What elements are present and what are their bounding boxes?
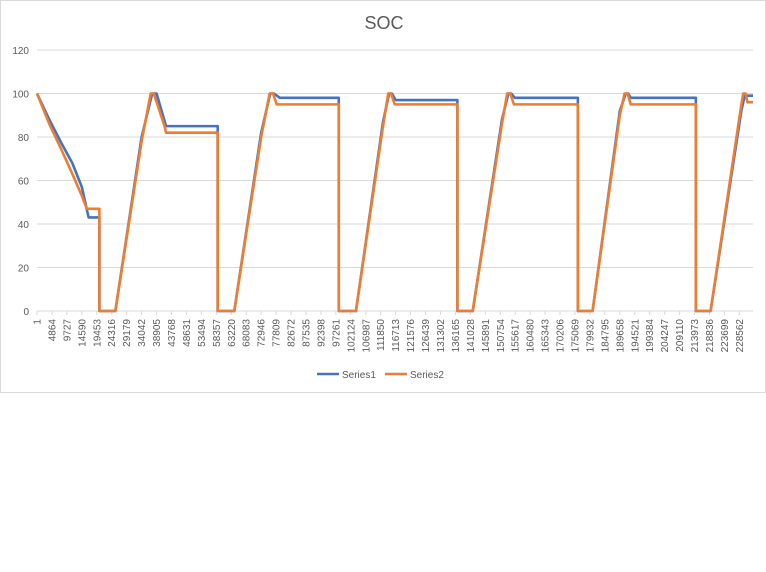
chart-frame: SOC 0 20 40 60 80 100 120 1 4864 9727 14590 19453 2… (0, 0, 766, 393)
x-tick-label: 204247 (660, 319, 671, 353)
x-tick-label: 111850 (376, 319, 387, 351)
x-tick-label: 175069 (570, 319, 581, 353)
chart-title: SOC (364, 13, 403, 33)
x-tick-label: 29179 (122, 319, 133, 347)
x-tick-label: 155617 (511, 319, 522, 353)
legend-label-series2: Series2 (410, 370, 444, 381)
x-tick-label: 189658 (615, 319, 626, 353)
x-tick-label: 38905 (152, 319, 163, 347)
x-tick-label: 131302 (436, 319, 447, 353)
x-tick-label: 97261 (331, 319, 342, 347)
x-tick-label: 4864 (47, 319, 58, 342)
x-tick-label: 126439 (421, 319, 432, 353)
y-tick-label: 0 (23, 307, 29, 318)
x-tick-label: 48631 (182, 319, 193, 347)
x-tick-label: 92398 (316, 319, 327, 347)
soc-line-chart: SOC 0 20 40 60 80 100 120 1 4864 9727 14590 19453 2… (12, 13, 753, 381)
x-tick-label: 165343 (541, 319, 552, 353)
x-tick-label: 145891 (481, 319, 492, 353)
y-tick-label: 40 (18, 220, 30, 231)
x-tick-label: 87535 (301, 319, 312, 347)
y-tick-label: 120 (12, 46, 29, 57)
legend: Series1 Series2 (317, 370, 444, 381)
x-tick-label: 160480 (526, 319, 537, 353)
x-tick-label: 223699 (720, 319, 731, 353)
x-tick-label: 1 (33, 319, 44, 325)
x-axis-ticks: 1 4864 9727 14590 19453 24316 29179 34042 38905 4… (33, 311, 746, 352)
x-tick-label: 9727 (62, 319, 73, 342)
y-tick-label: 20 (18, 264, 30, 275)
x-tick-label: 184795 (600, 319, 611, 353)
x-tick-label: 82672 (287, 319, 298, 347)
x-tick-label: 228562 (735, 319, 746, 353)
gridlines (37, 49, 753, 312)
y-tick-label: 60 (18, 177, 30, 188)
x-tick-label: 121576 (406, 319, 417, 353)
x-tick-label: 53494 (197, 319, 208, 347)
x-tick-label: 24316 (107, 319, 118, 347)
x-tick-label: 170206 (556, 319, 567, 353)
x-tick-label: 141028 (466, 319, 477, 353)
x-tick-label: 34042 (137, 319, 148, 347)
x-tick-label: 58357 (212, 319, 223, 347)
x-tick-label: 136165 (451, 319, 462, 353)
x-tick-label: 102124 (346, 319, 357, 353)
legend-label-series1: Series1 (342, 370, 376, 381)
x-tick-label: 63220 (227, 319, 238, 347)
x-tick-label: 194521 (630, 319, 641, 353)
series-lines (35, 92, 753, 313)
y-tick-label: 100 (12, 90, 29, 101)
x-tick-label: 43768 (167, 319, 178, 347)
x-tick-label: 19453 (92, 319, 103, 347)
x-tick-label: 209110 (675, 319, 686, 352)
x-tick-label: 68083 (242, 319, 253, 347)
x-tick-label: 72946 (257, 319, 268, 347)
x-tick-label: 14590 (77, 319, 88, 347)
x-tick-label: 179932 (585, 319, 596, 353)
x-tick-label: 116713 (391, 319, 402, 352)
x-tick-label: 218836 (705, 319, 716, 353)
y-tick-label: 80 (18, 133, 30, 144)
series-line-series2 (35, 92, 753, 313)
x-tick-label: 213973 (690, 319, 701, 353)
x-tick-label: 199384 (645, 319, 656, 353)
y-axis-ticks: 0 20 40 60 80 100 120 (12, 46, 29, 318)
x-tick-label: 150754 (496, 319, 507, 353)
x-tick-label: 77809 (272, 319, 283, 347)
x-tick-label: 106987 (361, 319, 372, 353)
